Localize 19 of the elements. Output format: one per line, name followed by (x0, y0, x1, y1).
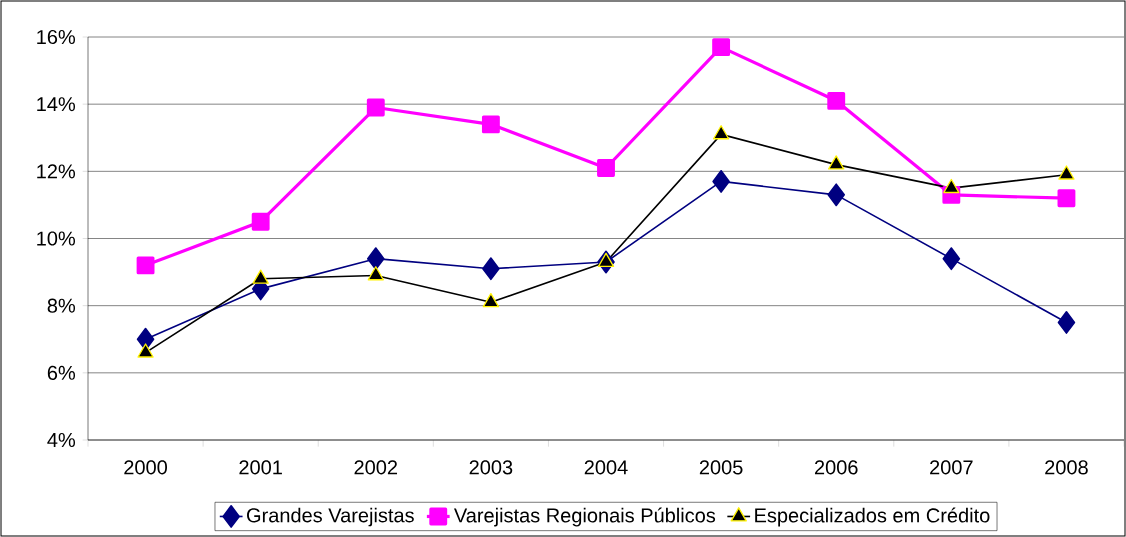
x-tick-label: 2007 (930, 460, 973, 475)
legend-label: Especializados em Crédito (755, 507, 990, 527)
x-tick-label: 2005 (699, 460, 743, 475)
x-tick-label: 2002 (354, 460, 398, 475)
x-tick-label: 2000 (124, 460, 168, 475)
legend-label: Grandes Varejistas (247, 507, 414, 527)
y-tick-label: 8% (47, 298, 76, 313)
y-tick-label: 10% (37, 231, 76, 246)
y-tick-label: 4% (47, 433, 76, 448)
x-tick-label: 2008 (1045, 460, 1088, 475)
x-tick-label: 2001 (239, 460, 282, 475)
y-tick-label: 12% (37, 164, 76, 179)
legend-label: Varejistas Regionais Públicos (453, 507, 716, 527)
y-tick-label: 14% (37, 97, 76, 112)
y-tick-label: 6% (47, 365, 76, 380)
x-tick-label: 2006 (814, 460, 858, 475)
y-tick-label: 16% (37, 29, 76, 45)
x-tick-label: 2004 (584, 460, 628, 475)
x-tick-label: 2003 (469, 460, 513, 475)
